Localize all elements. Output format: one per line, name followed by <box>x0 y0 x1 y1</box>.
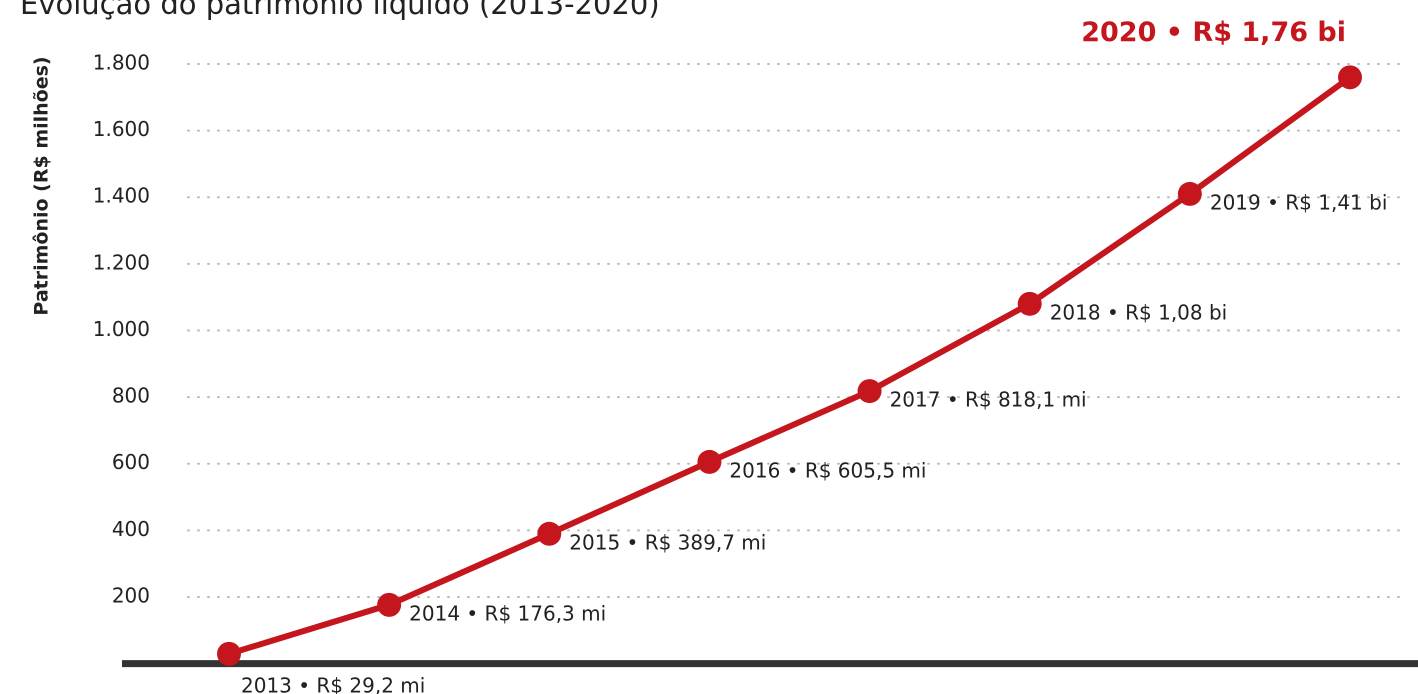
y-tick-label: 1.200 <box>93 250 150 274</box>
data-label: 2017 • R$ 818,1 mi <box>890 388 1087 412</box>
y-tick-label: 600 <box>112 450 150 474</box>
y-tick-label: 400 <box>112 517 150 541</box>
data-label: 2013 • R$ 29,2 mi <box>241 673 425 694</box>
chart-title: Evolução do patrimônio líquido (2013-202… <box>20 0 660 21</box>
data-label: 2014 • R$ 176,3 mi <box>409 601 606 625</box>
y-tick-label: 1.600 <box>93 117 150 141</box>
point <box>1017 291 1042 316</box>
data-label: 2019 • R$ 1,41 bi <box>1210 190 1388 214</box>
point <box>857 379 882 404</box>
line <box>228 74 1352 657</box>
y-tick-label: 200 <box>112 583 150 607</box>
point <box>1338 65 1362 90</box>
point <box>217 641 241 666</box>
data-label: 2016 • R$ 605,5 mi <box>729 458 926 482</box>
y-tick-label: 800 <box>112 384 150 408</box>
data-label: 2020 • R$ 1,76 bi <box>1081 17 1346 48</box>
y-tick-label: 1.800 <box>93 51 150 75</box>
point <box>377 592 402 617</box>
data-label: 2015 • R$ 389,7 mi <box>569 530 766 554</box>
data-label: 2018 • R$ 1,08 bi <box>1050 300 1228 324</box>
y-tick-label: 1.400 <box>93 184 150 208</box>
point <box>537 521 562 546</box>
point <box>697 449 722 474</box>
point <box>1177 181 1202 206</box>
y-tick-label: 1.000 <box>93 317 150 341</box>
y-axis-label: Patrimônio (R$ milhões) <box>31 56 53 315</box>
